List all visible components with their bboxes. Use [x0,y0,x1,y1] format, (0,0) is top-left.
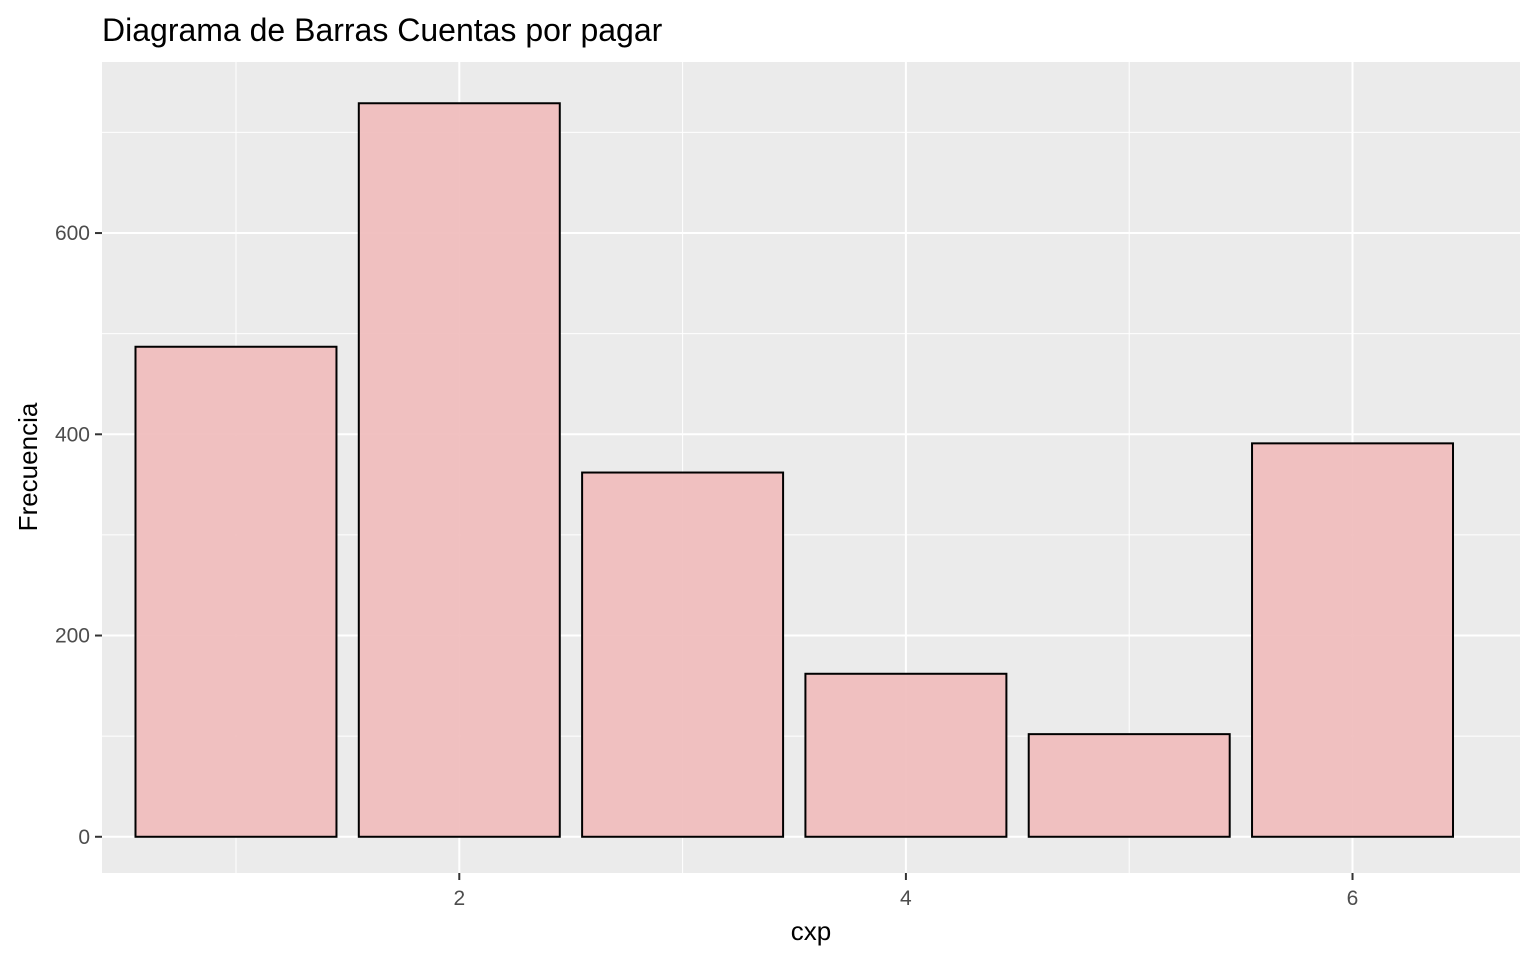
x-tick-label-2: 6 [1347,887,1359,910]
bar-2 [357,102,561,838]
bar-6 [1251,442,1455,838]
x-tick-label-0: 2 [453,887,465,910]
x-axis-title: cxp [791,916,831,946]
y-tick-label-0: 0 [78,826,90,849]
bar-1 [134,345,338,838]
x-tick-label-1: 4 [900,887,912,910]
chart-title: Diagrama de Barras Cuentas por pagar [102,12,663,48]
y-tick-label-3: 600 [55,222,90,245]
bar-4 [804,672,1008,838]
y-axis: 0 200 400 600 [55,222,102,849]
x-axis: 2 4 6 [453,873,1358,910]
bar-5 [1027,733,1231,838]
y-tick-label-1: 200 [55,625,90,648]
bars-group [134,102,1455,838]
bar-3 [581,471,785,838]
y-axis-title: Frecuencia [13,402,43,531]
y-tick-label-2: 400 [55,423,90,446]
